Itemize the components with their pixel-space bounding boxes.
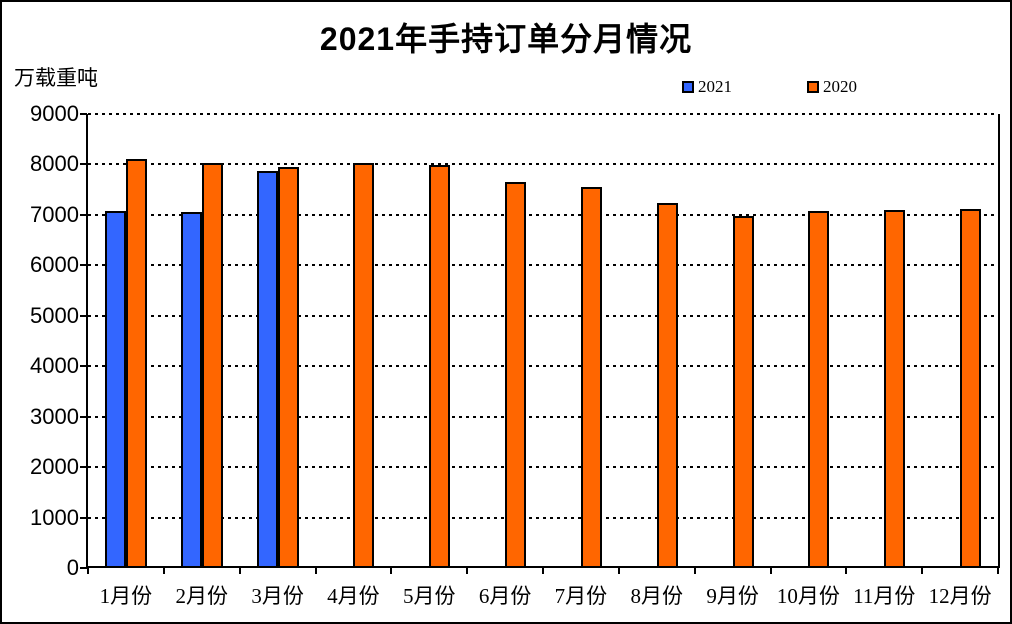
gridline-1000 <box>88 516 998 519</box>
x-tick-label-6月份: 6月份 <box>478 584 532 608</box>
bar-2020-6月份 <box>505 181 527 568</box>
legend: 2021 2020 <box>2 76 1010 98</box>
x-axis-tick-0 <box>87 568 89 574</box>
plot-area <box>86 114 1000 568</box>
y-axis-tick-0 <box>80 567 87 569</box>
gridline-8000 <box>88 163 998 166</box>
y-axis-tick-9000 <box>80 113 87 115</box>
gridline-3000 <box>88 415 998 418</box>
x-axis-tick-6 <box>542 568 544 574</box>
gridline-2000 <box>88 466 998 469</box>
y-tick-label-6000: 6000 <box>30 252 79 278</box>
y-tick-label-4000: 4000 <box>30 353 79 379</box>
x-axis-tick-8 <box>693 568 696 574</box>
x-tick-label-5月份: 5月份 <box>403 584 456 608</box>
x-axis-tick-7 <box>617 568 620 574</box>
x-axis-tick-12 <box>997 568 999 574</box>
y-axis-tick-1000 <box>80 516 87 519</box>
x-axis-tick-10 <box>845 568 848 574</box>
chart-title: 2021年手持订单分月情况 <box>319 21 693 57</box>
bar-2020-11月份 <box>884 210 906 568</box>
bar-2020-9月份 <box>732 216 754 568</box>
bar-2020-2月份 <box>201 162 223 568</box>
bar-2021-2月份 <box>180 212 202 568</box>
x-axis-tick-9 <box>769 568 772 574</box>
legend-item-2021: 2021 <box>682 76 732 98</box>
bar-2020-5月份 <box>429 165 451 568</box>
x-tick-label-1月份: 1月份 <box>99 584 153 608</box>
x-tick-label-10月份: 10月份 <box>776 584 840 608</box>
x-tick-label-11月份: 11月份 <box>853 584 916 608</box>
x-tick-label-2月份: 2月份 <box>175 584 229 608</box>
x-tick-label-3月份: 3月份 <box>251 584 304 608</box>
bar-2020-12月份 <box>960 209 982 568</box>
legend-label-2021: 2021 <box>698 77 732 96</box>
legend-label-2020: 2020 <box>823 77 857 96</box>
x-axis-tick-5 <box>466 568 469 574</box>
legend-swatch-2020 <box>807 81 819 93</box>
gridline-4000 <box>88 365 998 368</box>
bar-2020-1月份 <box>125 159 147 568</box>
y-axis-tick-2000 <box>80 466 87 469</box>
x-tick-label-9月份: 9月份 <box>706 584 759 608</box>
y-axis-unit-label: 万载重吨 <box>14 67 98 90</box>
y-tick-label-5000: 5000 <box>30 302 79 328</box>
x-axis-tick-2 <box>238 568 241 574</box>
y-tick-label-9000: 9000 <box>30 101 79 126</box>
gridline-5000 <box>88 314 998 317</box>
x-tick-label-4月份: 4月份 <box>327 584 380 608</box>
y-axis-tick-8000 <box>80 163 87 166</box>
x-tick-label-12月份: 12月份 <box>928 584 992 608</box>
y-tick-label-0: 0 <box>66 555 79 580</box>
y-axis-tick-6000 <box>80 264 87 267</box>
gridline-7000 <box>88 213 998 216</box>
x-tick-label-7月份: 7月份 <box>554 584 608 608</box>
x-axis-tick-3 <box>314 568 317 574</box>
x-axis-tick-1 <box>162 568 165 574</box>
gridline-6000 <box>88 264 998 267</box>
bar-2020-10月份 <box>808 210 830 568</box>
y-tick-label-8000: 8000 <box>30 151 79 177</box>
y-tick-label-1000: 1000 <box>30 504 79 530</box>
gridline-9000 <box>88 113 998 115</box>
y-tick-label-2000: 2000 <box>30 454 79 480</box>
y-axis-tick-7000 <box>80 213 87 216</box>
legend-item-2020: 2020 <box>807 76 857 98</box>
legend-swatch-2021 <box>682 81 694 93</box>
bar-2020-4月份 <box>353 162 375 568</box>
x-axis-tick-11 <box>921 568 924 574</box>
bar-2021-3月份 <box>256 170 278 568</box>
y-tick-label-7000: 7000 <box>30 201 79 227</box>
y-axis-tick-5000 <box>80 314 87 317</box>
x-axis-tick-4 <box>390 568 393 574</box>
bar-2021-1月份 <box>104 210 126 568</box>
y-axis-tick-3000 <box>80 415 87 418</box>
bar-2020-3月份 <box>277 166 299 568</box>
x-tick-label-8月份: 8月份 <box>630 584 684 608</box>
bar-2020-7月份 <box>580 187 602 568</box>
y-axis-tick-4000 <box>80 365 87 368</box>
bar-2020-8月份 <box>656 202 678 568</box>
y-tick-label-3000: 3000 <box>30 403 79 429</box>
